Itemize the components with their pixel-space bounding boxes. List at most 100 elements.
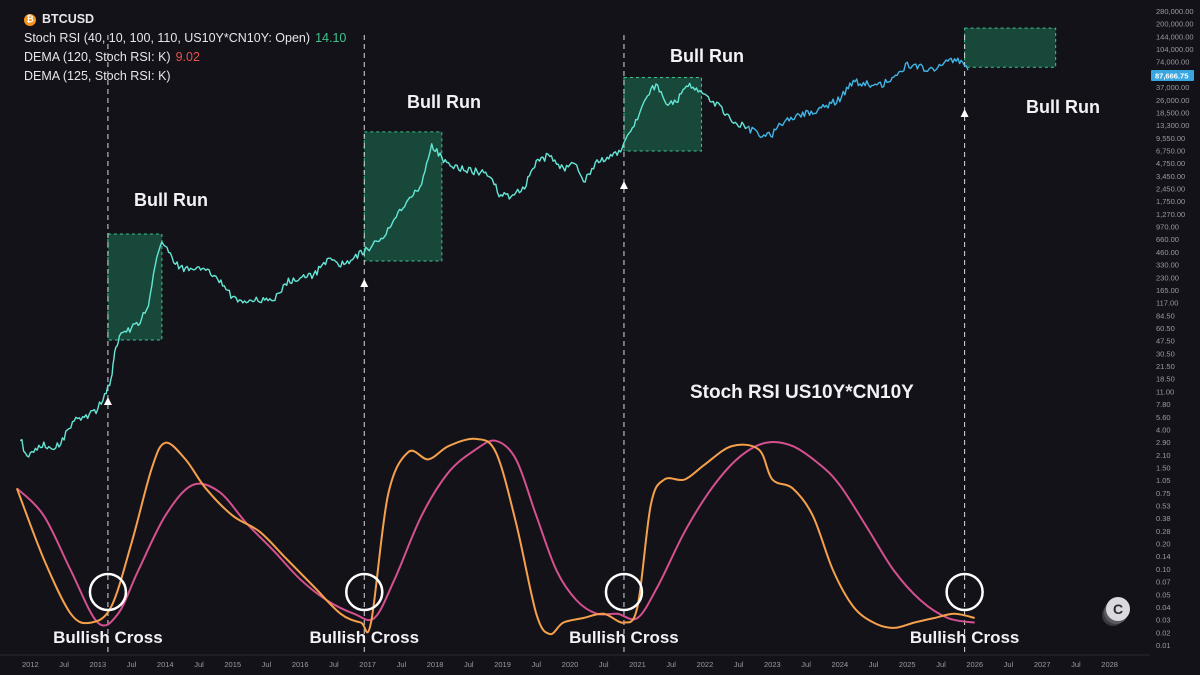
bull-run-box: [363, 131, 443, 262]
time-axis-tick: Jul: [329, 660, 339, 669]
bull-run-label: Bull Run: [134, 190, 208, 210]
price-axis-tick: 104,000.00: [1156, 45, 1194, 54]
bullish-cross-circle: [88, 572, 128, 612]
price-axis-tick: 21.50: [1156, 362, 1175, 371]
bullish-cross-label: Bullish Cross: [569, 628, 679, 647]
time-axis-tick: Jul: [531, 660, 541, 669]
price-axis-tick: 0.14: [1156, 552, 1171, 561]
price-axis-tick: 60.50: [1156, 324, 1175, 333]
time-axis-tick: Jul: [666, 660, 676, 669]
price-axis-tick: 460.00: [1156, 248, 1179, 257]
time-axis-tick: 2027: [1034, 660, 1051, 669]
btc-price-line: [19, 82, 748, 458]
price-axis-tick: 0.07: [1156, 578, 1171, 587]
price-axis-tick: 0.53: [1156, 502, 1171, 511]
price-axis-tick: 13,300.00: [1156, 121, 1189, 130]
brand-logo-icon: C: [1102, 597, 1130, 626]
price-axis-tick: 26,000.00: [1156, 96, 1189, 105]
time-axis: 2012 Jul 2013 Jul 2014 Jul 2015 Jul 2016 Jul 2017 J…: [0, 654, 1150, 669]
legend-stoch-row[interactable]: Stoch RSI (40, 10, 100, 110, US10Y*CN10Y…: [24, 29, 346, 48]
price-axis-tick: 11.00: [1156, 387, 1174, 396]
time-axis-tick: Jul: [397, 660, 407, 669]
price-axis-tick: 1,270.00: [1156, 210, 1185, 219]
price-axis-tick: 280,000.00: [1156, 7, 1194, 16]
dema120-value: 9.02: [175, 50, 200, 64]
time-axis-tick: Jul: [869, 660, 879, 669]
price-axis-tick: 5.60: [1156, 413, 1171, 422]
time-axis-tick: Jul: [127, 660, 137, 669]
time-axis-tick: 2013: [89, 660, 106, 669]
time-axis-tick: 2025: [899, 660, 916, 669]
price-axis-tick: 230.00: [1156, 273, 1179, 282]
stoch-rsi-line: [15, 437, 975, 636]
price-axis-tick: 4,750.00: [1156, 159, 1185, 168]
price-series: [19, 57, 969, 458]
oscillator-series: [15, 437, 975, 636]
price-axis-tick: 0.75: [1156, 489, 1171, 498]
annotations: Bullish Cross Bullish Cross Bullish Cross B…: [53, 46, 1100, 647]
time-axis-tick: Jul: [464, 660, 474, 669]
price-axis-tick: 2.10: [1156, 451, 1171, 460]
stoch-rsi-value: 14.10: [315, 31, 347, 45]
price-axis-tick: 7.80: [1156, 400, 1171, 409]
time-axis-tick: 2018: [427, 660, 444, 669]
bitcoin-icon: ₿: [24, 13, 36, 26]
up-arrow-icon: [619, 181, 628, 189]
time-axis-tick: 2015: [224, 660, 241, 669]
price-axis-tick: 0.10: [1156, 565, 1171, 574]
price-axis-tick: 0.28: [1156, 527, 1171, 536]
price-axis-tick: 200,000.00: [1156, 20, 1194, 29]
symbol-label[interactable]: BTCUSD: [42, 12, 95, 26]
time-axis-tick: 2028: [1101, 660, 1118, 669]
price-axis-tick: 2.90: [1156, 438, 1171, 447]
cross-circles: [88, 572, 984, 612]
price-axis-tick: 1.05: [1156, 476, 1171, 485]
bull-run-box: [107, 233, 163, 341]
price-axis: 280,000.00 200,000.00 144,000.00 104,000.00…: [1151, 7, 1194, 650]
price-axis-tick: 0.20: [1156, 540, 1171, 549]
up-arrow-icon: [960, 109, 969, 117]
price-axis-tick: 18.50: [1156, 375, 1175, 384]
btc-price-line-recent: [746, 57, 969, 139]
time-axis-tick: 2019: [494, 660, 511, 669]
dema-line: [16, 439, 975, 627]
current-price-label: 87,666.75: [1155, 72, 1188, 81]
time-axis-tick: Jul: [1071, 660, 1081, 669]
time-axis-tick: 2014: [157, 660, 174, 669]
legend-symbol-row: ₿ BTCUSD: [24, 10, 346, 29]
price-axis-tick: 37,000.00: [1156, 83, 1189, 92]
up-arrow-icon: [103, 397, 112, 405]
time-axis-tick: Jul: [734, 660, 744, 669]
price-axis-tick: 165.00: [1156, 286, 1179, 295]
price-axis-tick: 0.05: [1156, 590, 1171, 599]
price-axis-tick: 970.00: [1156, 223, 1179, 232]
time-axis-tick: 2023: [764, 660, 781, 669]
bullish-cross-circle: [604, 572, 644, 612]
legend-dema125-row[interactable]: DEMA (125, Stoch RSI: K): [24, 67, 346, 86]
bullish-cross-circle: [345, 572, 384, 612]
time-axis-tick: Jul: [1004, 660, 1014, 669]
price-axis-tick: 660.00: [1156, 235, 1179, 244]
price-axis-tick: 4.00: [1156, 425, 1171, 434]
time-axis-tick: 2021: [629, 660, 646, 669]
time-axis-tick: 2024: [831, 660, 848, 669]
price-axis-tick: 9,550.00: [1156, 134, 1185, 143]
time-axis-tick: 2020: [562, 660, 579, 669]
bullish-cross-label: Bullish Cross: [309, 628, 419, 647]
time-axis-tick: Jul: [262, 660, 272, 669]
price-axis-tick: 84.50: [1156, 311, 1175, 320]
bullish-cross-label: Bullish Cross: [53, 628, 163, 647]
cross-vertical-lines: [107, 35, 966, 655]
svg-text:C: C: [1113, 601, 1123, 617]
current-price-tag: [1151, 70, 1194, 81]
legend-dema120-row[interactable]: DEMA (120, Stoch RSI: K) 9.02: [24, 48, 346, 67]
price-axis-tick: 6,750.00: [1156, 146, 1185, 155]
price-axis-tick: 2,450.00: [1156, 185, 1185, 194]
time-axis-tick: 2022: [697, 660, 714, 669]
bullish-cross-circle: [945, 572, 984, 612]
price-axis-tick: 47.50: [1156, 337, 1175, 346]
price-axis-tick: 144,000.00: [1156, 32, 1194, 41]
price-axis-tick: 330.00: [1156, 261, 1179, 270]
price-axis-tick: 30.50: [1156, 349, 1175, 358]
